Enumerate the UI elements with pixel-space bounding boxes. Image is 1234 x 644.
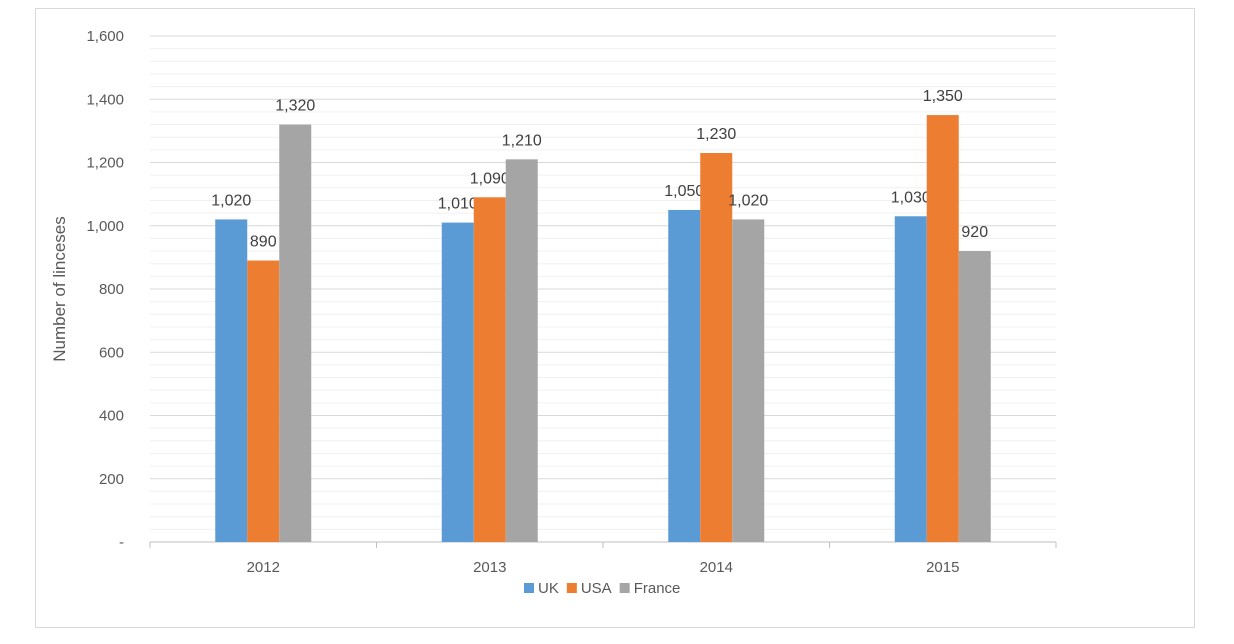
y-tick-label: 1,000 — [86, 218, 124, 235]
y-tick-label: 600 — [99, 344, 124, 361]
y-axis-title: Number of linceses — [50, 216, 69, 362]
y-tick-label: 1,400 — [86, 91, 124, 108]
data-label: 1,320 — [275, 98, 315, 115]
data-label: 1,020 — [728, 192, 768, 209]
data-label: 1,350 — [923, 88, 963, 105]
data-label: 920 — [961, 224, 988, 241]
legend-label-uk: UK — [538, 580, 559, 597]
data-label: 1,020 — [211, 192, 251, 209]
legend-swatch-usa — [566, 583, 577, 593]
bar-france-2015 — [958, 251, 991, 543]
data-label: 1,010 — [438, 196, 478, 213]
bar-france-2014 — [732, 219, 765, 543]
data-label: 1,210 — [502, 132, 542, 149]
y-tick-label: 200 — [99, 471, 124, 488]
data-label: 890 — [250, 234, 277, 251]
legend-swatch-france — [619, 583, 630, 593]
bar-usa-2013 — [473, 197, 506, 542]
legend-swatch-uk — [524, 583, 534, 593]
bar-uk-2014 — [668, 209, 701, 542]
legend-label-france: France — [634, 580, 681, 597]
x-tick-label: 2014 — [700, 559, 733, 576]
x-tick-label: 2013 — [473, 559, 506, 576]
bar-uk-2015 — [894, 216, 927, 542]
data-label: 1,230 — [696, 126, 736, 143]
bar-usa-2012 — [247, 260, 280, 542]
bar-france-2012 — [279, 124, 312, 543]
data-label: 1,050 — [664, 183, 704, 200]
y-tick-label: - — [119, 534, 124, 551]
y-tick-label: 1,600 — [86, 28, 124, 45]
y-tick-label: 1,200 — [86, 155, 124, 172]
legend-label-usa: USA — [581, 580, 612, 597]
x-tick-label: 2012 — [247, 559, 280, 576]
bar-uk-2012 — [215, 219, 248, 543]
bar-usa-2014 — [700, 153, 733, 542]
y-tick-label: 800 — [99, 281, 124, 298]
x-tick-label: 2015 — [926, 559, 959, 576]
bar-france-2013 — [505, 159, 538, 542]
bar-usa-2015 — [926, 115, 959, 542]
bar-chart: - 200 400 600 800 1,000 1,200 1,400 1,600 1,020 89… — [50, 28, 1057, 597]
chart-frame: - 200 400 600 800 1,000 1,200 1,400 1,600 1,020 89… — [35, 8, 1195, 628]
y-tick-label: 400 — [99, 408, 124, 425]
bar-uk-2013 — [441, 222, 474, 542]
data-label: 1,030 — [891, 189, 931, 206]
data-label: 1,090 — [470, 170, 510, 187]
